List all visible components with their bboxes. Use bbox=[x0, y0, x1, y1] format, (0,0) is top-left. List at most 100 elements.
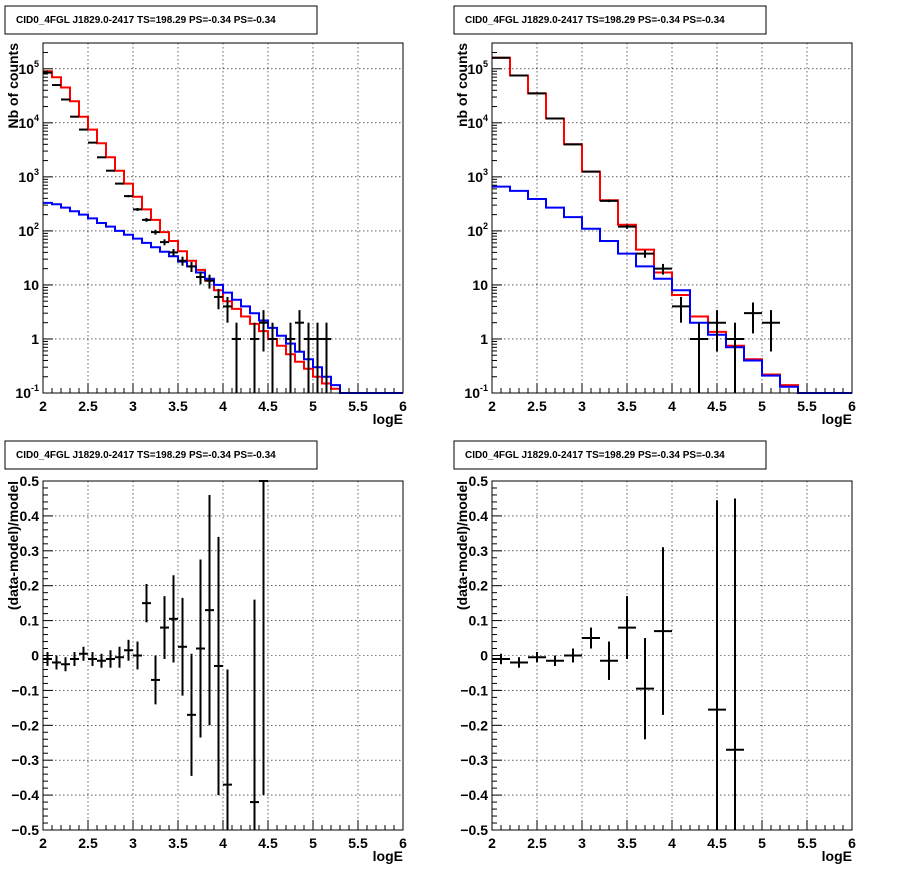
data-point bbox=[88, 141, 97, 144]
data-point bbox=[70, 652, 79, 666]
x-tick-label: 3 bbox=[578, 835, 586, 851]
data-point bbox=[79, 646, 88, 661]
y-tick-label: 103 bbox=[467, 167, 488, 185]
data-point bbox=[187, 653, 196, 776]
data-point bbox=[286, 322, 295, 393]
data-point bbox=[97, 156, 106, 159]
x-tick-label: 3 bbox=[129, 835, 137, 851]
y-tick-label: 1 bbox=[480, 331, 488, 347]
x-tick-label: 2.5 bbox=[527, 835, 547, 851]
data-point bbox=[160, 239, 169, 246]
y-tick-label: 0.2 bbox=[469, 578, 489, 594]
data-point bbox=[600, 641, 618, 680]
data-point bbox=[106, 169, 115, 172]
y-tick-label: 104 bbox=[467, 113, 488, 131]
y-tick-label: 1 bbox=[31, 331, 39, 347]
data-point bbox=[708, 310, 726, 352]
data-point bbox=[232, 322, 241, 393]
data-point bbox=[313, 322, 322, 393]
data-point bbox=[61, 657, 70, 672]
data-point bbox=[250, 599, 259, 830]
y-tick-label: 102 bbox=[18, 221, 39, 239]
chart-panel-4: CID0_4FGL J1829.0-2417 TS=198.29 PS=-0.3… bbox=[453, 440, 856, 864]
data-point bbox=[160, 596, 169, 659]
x-tick-label: 3 bbox=[129, 398, 137, 414]
y-tick-label: 105 bbox=[18, 59, 39, 77]
title-box bbox=[453, 440, 767, 470]
y-tick-label: −0.2 bbox=[11, 717, 39, 733]
x-tick-label: 6 bbox=[399, 835, 407, 851]
y-tick-label: 0.3 bbox=[20, 543, 40, 559]
y-tick-label: 10-1 bbox=[464, 383, 488, 401]
data-point bbox=[124, 195, 133, 198]
data-point bbox=[546, 655, 564, 666]
x-tick-label: 3.5 bbox=[617, 398, 637, 414]
data-point bbox=[268, 322, 277, 393]
x-axis-title: logE bbox=[822, 848, 852, 864]
data-point bbox=[223, 669, 232, 830]
data-point bbox=[133, 207, 142, 211]
x-tick-label: 2.5 bbox=[527, 398, 547, 414]
x-tick-label: 3 bbox=[578, 398, 586, 414]
data-point bbox=[654, 263, 672, 275]
data-point bbox=[636, 250, 654, 258]
y-axis-title: (data-model)/model bbox=[454, 481, 470, 610]
x-tick-label: 4.5 bbox=[258, 835, 278, 851]
data-point bbox=[43, 652, 52, 666]
chart-title: CID0_4FGL J1829.0-2417 TS=198.29 PS=-0.3… bbox=[465, 450, 725, 461]
x-tick-label: 2 bbox=[39, 398, 47, 414]
x-tick-label: 5.5 bbox=[348, 835, 368, 851]
x-tick-label: 4 bbox=[219, 835, 227, 851]
title-box bbox=[453, 5, 767, 35]
data-point bbox=[708, 500, 726, 830]
y-tick-label: 0 bbox=[31, 648, 39, 664]
y-tick-label: 104 bbox=[18, 113, 39, 131]
x-tick-label: 6 bbox=[399, 398, 407, 414]
data-point bbox=[115, 182, 124, 185]
x-tick-label: 2 bbox=[39, 835, 47, 851]
y-tick-label: −0.4 bbox=[11, 787, 39, 803]
data-point bbox=[304, 322, 313, 393]
x-tick-label: 4.5 bbox=[258, 398, 278, 414]
data-point bbox=[169, 575, 178, 663]
y-tick-label: −0.5 bbox=[460, 822, 488, 838]
data-point bbox=[205, 494, 214, 726]
x-tick-label: 5.5 bbox=[797, 398, 817, 414]
grid-lines bbox=[492, 481, 852, 830]
data-point bbox=[88, 652, 97, 666]
data-point bbox=[726, 322, 744, 393]
x-tick-label: 5 bbox=[758, 835, 766, 851]
y-tick-label: 103 bbox=[18, 167, 39, 185]
y-tick-label: 0 bbox=[480, 648, 488, 664]
x-tick-label: 5.5 bbox=[797, 835, 817, 851]
data-point bbox=[151, 655, 160, 705]
y-tick-label: 0.4 bbox=[469, 508, 489, 524]
x-tick-label: 2 bbox=[488, 398, 496, 414]
x-tick-label: 5 bbox=[309, 398, 317, 414]
data-point bbox=[510, 657, 528, 668]
x-tick-label: 4 bbox=[668, 398, 676, 414]
data-point bbox=[672, 296, 690, 323]
data-point bbox=[762, 310, 780, 352]
y-tick-label: 0.4 bbox=[20, 508, 40, 524]
x-tick-label: 3.5 bbox=[617, 835, 637, 851]
data-point bbox=[259, 480, 268, 796]
data-point bbox=[196, 271, 205, 285]
x-tick-label: 5.5 bbox=[348, 398, 368, 414]
data-point bbox=[654, 547, 672, 715]
data-point bbox=[600, 199, 618, 203]
y-tick-label: 0.1 bbox=[20, 613, 40, 629]
data-point bbox=[250, 322, 259, 393]
y-tick-label: 0.2 bbox=[20, 578, 40, 594]
data-point bbox=[178, 597, 187, 696]
data-point bbox=[744, 302, 762, 334]
data-point bbox=[618, 224, 636, 229]
chart-panel-3: CID0_4FGL J1829.0-2417 TS=198.29 PS=-0.3… bbox=[4, 440, 407, 864]
data-point bbox=[142, 218, 151, 222]
x-axis-title: logE bbox=[822, 411, 852, 427]
x-tick-label: 3.5 bbox=[168, 398, 188, 414]
y-tick-label: 105 bbox=[467, 59, 488, 77]
data-point bbox=[214, 536, 223, 796]
data-point bbox=[295, 310, 304, 352]
x-tick-label: 2 bbox=[488, 835, 496, 851]
